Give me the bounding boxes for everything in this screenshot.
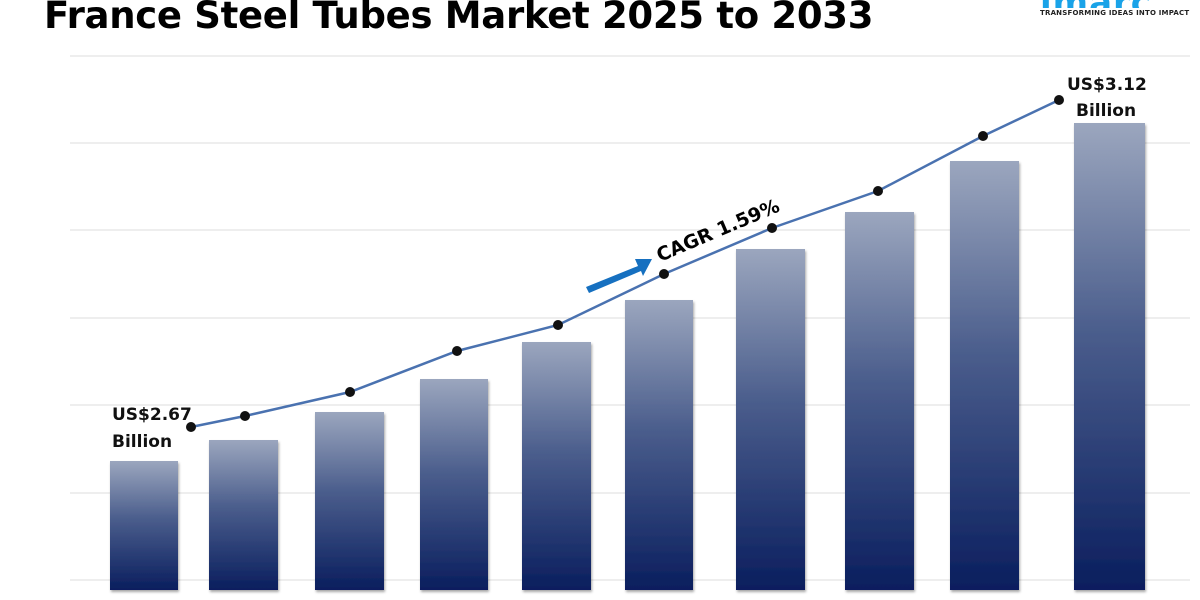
bar-2026	[315, 412, 384, 590]
imarc-logo: imarc TRANSFORMING IDEAS INTO IMPACT	[1040, 0, 1200, 17]
bar-2031	[845, 212, 914, 590]
bar-2029	[625, 300, 693, 590]
chart-title: France Steel Tubes Market 2025 to 2033	[44, 0, 874, 37]
logo-tagline: TRANSFORMING IDEAS INTO IMPACT	[1040, 9, 1190, 17]
bar-2033	[1074, 123, 1145, 590]
end-value-label: US$3.12	[1067, 75, 1147, 95]
trend-line	[190, 98, 1060, 429]
bar-2025	[209, 440, 278, 590]
bar-2024	[110, 461, 178, 590]
cagr-arrow-icon	[586, 259, 652, 293]
end-unit-label: Billion	[1076, 101, 1136, 121]
bars	[110, 123, 1145, 590]
start-unit-label: Billion	[112, 432, 172, 452]
logo-wordmark: imarc	[1040, 0, 1200, 8]
bar-2027	[420, 379, 488, 590]
trend-points	[186, 95, 1064, 432]
bar-2028	[522, 342, 591, 590]
bar-2032	[950, 161, 1019, 590]
start-value-label: US$2.67	[112, 405, 192, 425]
bar-2030	[736, 249, 805, 590]
